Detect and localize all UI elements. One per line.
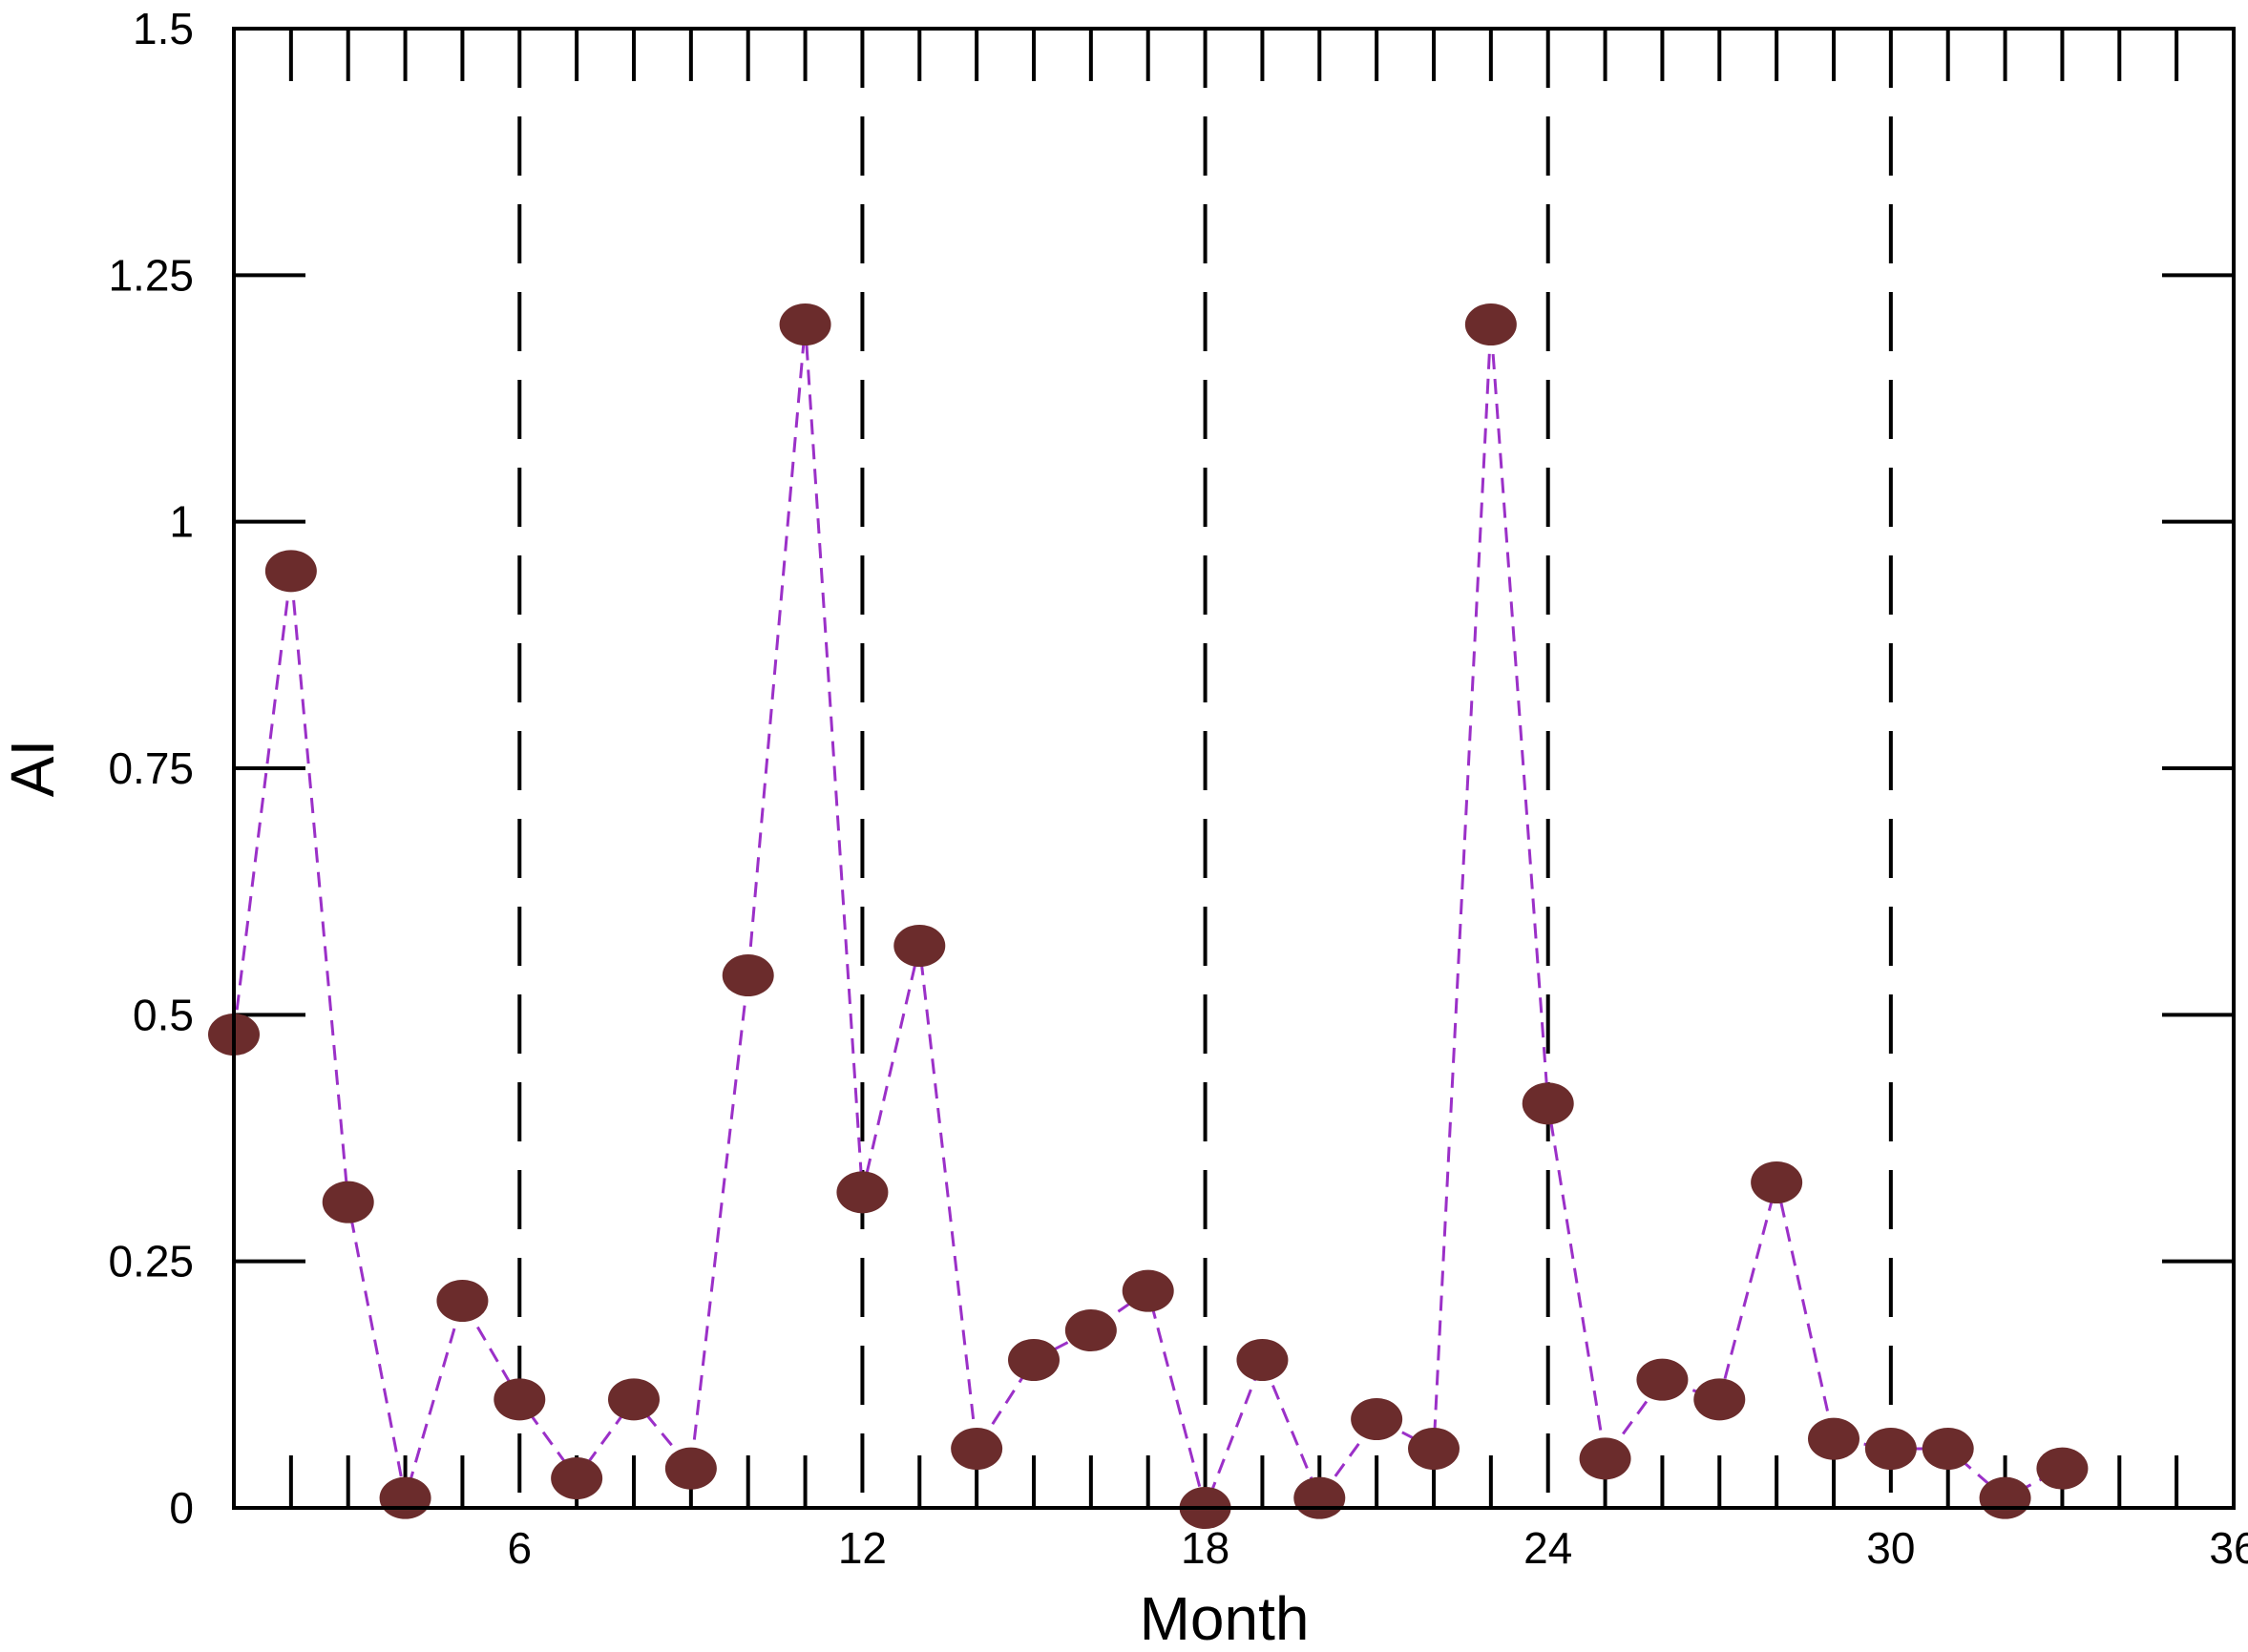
y-tick-label-1.5: 1.5 — [133, 4, 194, 53]
series-line — [232, 324, 2064, 1513]
x-tick-label-24: 24 — [1523, 1523, 1572, 1573]
data-point-29 — [1808, 1417, 1859, 1460]
data-point-24 — [1522, 1082, 1574, 1125]
y-tick-label-0: 0 — [169, 1483, 194, 1533]
data-point-27 — [1693, 1378, 1746, 1421]
y-tick-label-0.25: 0.25 — [108, 1237, 194, 1286]
y-tick-label-1: 1 — [169, 497, 194, 547]
data-point-11 — [779, 303, 831, 345]
data-point-20 — [1293, 1476, 1346, 1519]
data-point-14 — [951, 1428, 1003, 1470]
data-point-4 — [379, 1476, 431, 1519]
y-tick-label-1.25: 1.25 — [108, 250, 194, 300]
data-point-23 — [1464, 303, 1517, 345]
data-point-32 — [1979, 1476, 2031, 1519]
x-tick-label-36: 36 — [2209, 1523, 2248, 1573]
data-point-12 — [836, 1171, 889, 1214]
data-point-21 — [1351, 1398, 1403, 1440]
data-point-13 — [893, 925, 946, 967]
y-tick-label-0.75: 0.75 — [108, 743, 194, 793]
data-point-2 — [264, 550, 317, 593]
data-point-26 — [1636, 1358, 1689, 1401]
data-point-10 — [722, 954, 774, 996]
data-point-25 — [1579, 1437, 1631, 1480]
series-line-group — [232, 324, 2064, 1513]
data-point-3 — [322, 1181, 374, 1223]
data-point-22 — [1408, 1428, 1460, 1470]
data-point-31 — [1922, 1428, 1974, 1470]
x-axis-title: Month — [1140, 1584, 1310, 1652]
data-point-19 — [1236, 1339, 1289, 1381]
data-point-15 — [1008, 1339, 1060, 1381]
data-point-28 — [1751, 1161, 1803, 1203]
data-point-7 — [551, 1457, 603, 1499]
x-tick-labels: 6 12 18 24 30 36 — [507, 1523, 2248, 1573]
data-point-16 — [1064, 1309, 1117, 1351]
x-tick-label-18: 18 — [1181, 1523, 1229, 1573]
data-point-6 — [494, 1378, 546, 1421]
data-point-17 — [1122, 1269, 1174, 1312]
y-tick-label-0.5: 0.5 — [133, 990, 194, 1039]
y-tick-labels: 0 0.25 0.5 0.75 1 1.25 1.5 — [108, 4, 194, 1533]
vertical-dashed-lines — [517, 29, 2236, 1508]
x-tick-label-6: 6 — [507, 1523, 532, 1573]
data-point-5 — [436, 1280, 489, 1322]
major-ticks — [234, 273, 2234, 1264]
data-point-8 — [608, 1378, 660, 1421]
y-axis-title: AI — [0, 740, 67, 797]
data-point-9 — [664, 1447, 717, 1490]
minor-ticks — [288, 29, 2179, 1508]
x-tick-label-30: 30 — [1866, 1523, 1915, 1573]
x-tick-label-12: 12 — [838, 1523, 887, 1573]
data-point-30 — [1864, 1428, 1917, 1470]
plot-frame — [232, 27, 2236, 1510]
data-points — [208, 303, 2089, 1529]
data-point-33 — [2036, 1447, 2089, 1490]
